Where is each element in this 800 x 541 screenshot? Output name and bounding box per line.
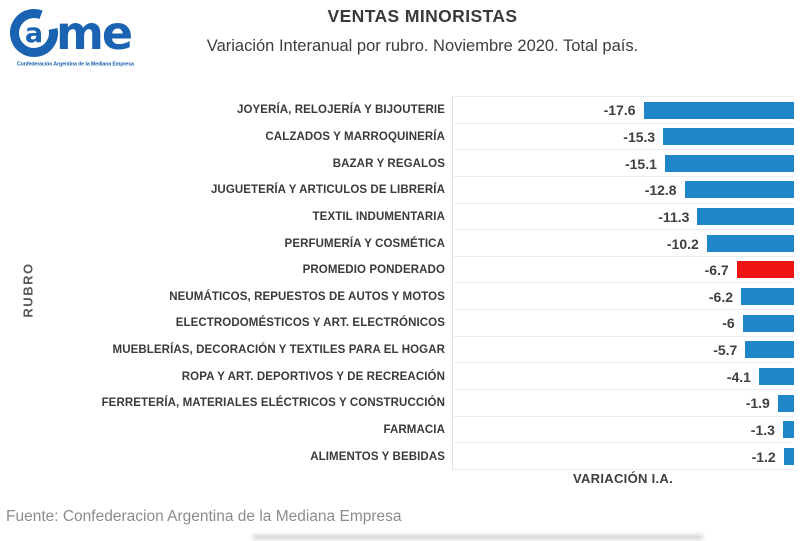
logo-letters-me: me — [56, 6, 131, 60]
bottom-smudge — [253, 535, 703, 539]
value-label: -11.3 — [658, 208, 690, 225]
category-label: BAZAR Y REGALOS — [332, 157, 445, 170]
bar — [697, 208, 794, 226]
value-label: -5.7 — [713, 342, 738, 359]
category-label: CALZADOS Y MARROQUINERÍA — [265, 130, 445, 143]
chart-row: ROPA Y ART. DEPORTIVOS Y DE RECREACIÓN -4… — [0, 363, 800, 391]
value-label: -6 — [722, 315, 735, 332]
chart-row: TEXTIL INDUMENTARIA -11.3 — [0, 204, 800, 231]
bar — [706, 234, 794, 252]
value-label: -17.6 — [603, 102, 636, 119]
value-label: -15.3 — [623, 128, 656, 145]
chart-row: PERFUMERÍA Y COSMÉTICA -10.2 — [0, 230, 800, 257]
gridline — [452, 175, 794, 177]
chart-row: FARMACIA -1.3 — [0, 417, 800, 444]
category-label: PROMEDIO PONDERADO — [302, 264, 445, 277]
bar — [643, 101, 794, 119]
bar — [777, 394, 794, 412]
gridline — [452, 255, 794, 257]
chart-row: ELECTRODOMÉSTICOS Y ART. ELECTRÓNICOS -6 — [0, 310, 800, 337]
value-label: -12.8 — [644, 182, 677, 199]
logo-c-ring — [10, 9, 58, 57]
value-label: -1.9 — [745, 395, 770, 412]
bar — [745, 341, 794, 359]
x-axis-title: VARIACIÓN I.A. — [572, 471, 674, 486]
bar — [783, 447, 794, 465]
category-label: NEUMÁTICOS, REPUESTOS DE AUTOS Y MOTOS — [169, 290, 445, 303]
bar — [758, 367, 794, 385]
chart-row: CALZADOS Y MARROQUINERÍA -15.3 — [0, 124, 800, 151]
category-label: MUEBLERÍAS, DECORACIÓN Y TEXTILES PARA E… — [112, 344, 445, 357]
value-label: -4.1 — [726, 368, 751, 385]
bar — [741, 287, 794, 305]
value-label: -6.2 — [708, 288, 733, 305]
category-label: JUGUETERÍA Y ARTICULOS DE LIBRERÍA — [210, 184, 445, 197]
gridline — [452, 122, 794, 124]
value-label: -10.2 — [666, 235, 699, 252]
y-axis-title-text: RUBRO — [20, 262, 36, 318]
chart-subtitle: Variación Interanual por rubro. Noviembr… — [206, 37, 639, 55]
category-label: PERFUMERÍA Y COSMÉTICA — [284, 237, 445, 250]
value-label: -6.7 — [704, 262, 729, 279]
y-axis-line — [452, 97, 453, 470]
gridline — [452, 389, 794, 391]
logo-tagline: Confederación Argentina de la Mediana Em… — [17, 61, 134, 67]
value-label: -1.2 — [751, 448, 776, 465]
category-label: JOYERÍA, RELOJERÍA Y BIJOUTERIE — [236, 104, 445, 117]
category-label: ELECTRODOMÉSTICOS Y ART. ELECTRÓNICOS — [175, 317, 445, 330]
category-label: FARMACIA — [383, 424, 445, 436]
came-logo: a me Confederación Argentina de la Media… — [8, 4, 138, 70]
chart-header: VENTAS MINORISTAS Variación Interanual p… — [45, 6, 800, 56]
gridline — [452, 202, 794, 204]
value-label: -1.3 — [750, 422, 775, 438]
gridline — [452, 362, 794, 364]
category-label: TEXTIL INDUMENTARIA — [312, 210, 445, 223]
gridline — [452, 468, 794, 470]
gridline — [452, 149, 794, 151]
gridline — [452, 442, 794, 444]
value-label: -15.1 — [624, 155, 657, 172]
bar — [742, 314, 794, 332]
bar — [684, 181, 794, 199]
chart-row: JOYERÍA, RELOJERÍA Y BIJOUTERIE -17.6 — [0, 97, 800, 124]
chart-row: NEUMÁTICOS, REPUESTOS DE AUTOS Y MOTOS -6… — [0, 283, 800, 311]
chart-row: BAZAR Y REGALOS -15.1 — [0, 150, 800, 177]
gridline — [452, 415, 794, 417]
chart-row: FERRETERÍA, MATERIALES ELÉCTRICOS Y CONS… — [0, 390, 800, 417]
bar — [664, 154, 794, 172]
gridline — [452, 335, 794, 337]
logo-letter-a: a — [25, 18, 43, 49]
source-note: Fuente: Confederacion Argentina de la Me… — [6, 508, 402, 525]
bar — [736, 261, 794, 279]
category-label: FERRETERÍA, MATERIALES ELÉCTRICOS Y CONS… — [101, 397, 445, 410]
chart-row: ALIMENTOS Y BEBIDAS -1.2 — [0, 443, 800, 470]
bar — [663, 128, 794, 146]
gridline — [452, 229, 794, 231]
chart-title: VENTAS MINORISTAS — [327, 6, 518, 26]
gridline — [452, 282, 794, 284]
chart-row: JUGUETERÍA Y ARTICULOS DE LIBRERÍA -12.8 — [0, 177, 800, 204]
came-logo-icon: a me — [10, 6, 133, 60]
chart-row: PROMEDIO PONDERADO -6.7 — [0, 257, 800, 284]
bar — [782, 421, 794, 439]
gridline — [452, 309, 794, 311]
category-label: ROPA Y ART. DEPORTIVOS Y DE RECREACIÓN — [181, 370, 445, 383]
gridline — [452, 96, 794, 97]
chart-row: MUEBLERÍAS, DECORACIÓN Y TEXTILES PARA E… — [0, 337, 800, 364]
category-label: ALIMENTOS Y BEBIDAS — [310, 450, 445, 463]
bar-chart: JOYERÍA, RELOJERÍA Y BIJOUTERIE -17.6 CALZ… — [0, 97, 800, 471]
